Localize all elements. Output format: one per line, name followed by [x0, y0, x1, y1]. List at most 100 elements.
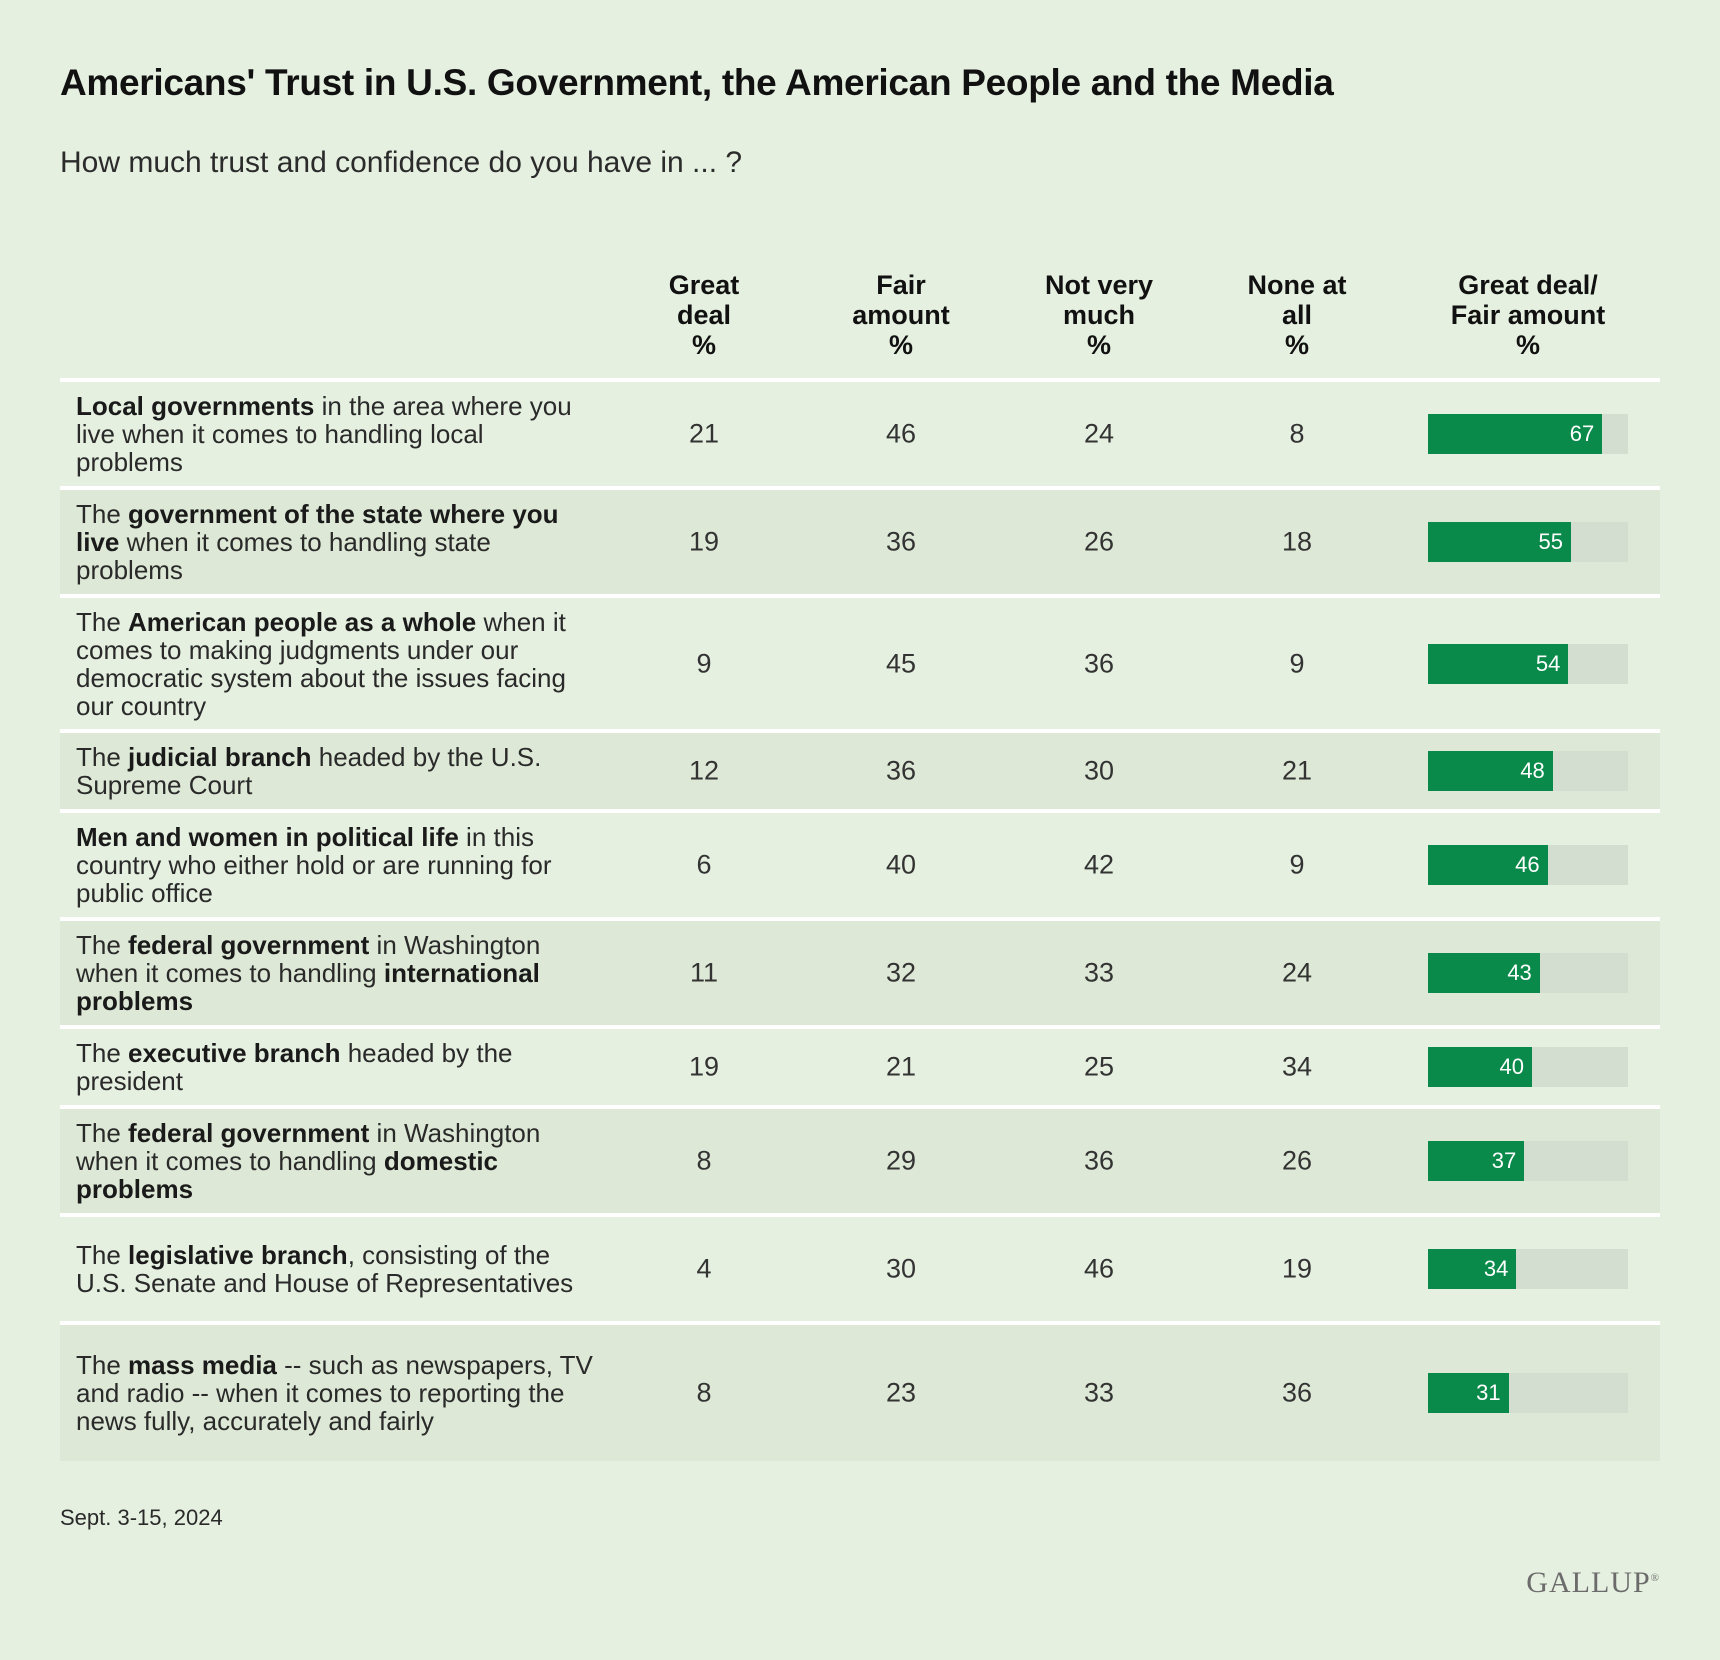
column-header-line: Fair amount — [1450, 300, 1606, 330]
survey-date: Sept. 3-15, 2024 — [60, 1505, 223, 1530]
column-header-line: Great — [668, 270, 740, 300]
bar-value-label: 37 — [1491, 1148, 1517, 1173]
cell-not-very-much: 26 — [1083, 526, 1115, 557]
column-header-line: Fair — [876, 270, 926, 300]
bar-track: 31 — [1428, 1373, 1628, 1413]
column-header-line: % — [1284, 330, 1309, 360]
cell-great-deal: 8 — [696, 1377, 712, 1408]
cell-none-at-all: 26 — [1281, 1145, 1313, 1176]
bar-fill: 37 — [1428, 1141, 1525, 1181]
column-header-great-deal: Great deal% — [614, 270, 794, 360]
row-label: The mass media -- such as newspapers, TV… — [76, 1351, 596, 1435]
bar-value-label: 34 — [1483, 1256, 1509, 1281]
row-label-bold: Local governments — [76, 391, 315, 421]
row-label-bold: executive branch — [128, 1038, 341, 1068]
cell-none-at-all: 19 — [1281, 1253, 1313, 1284]
row-label: Men and women in political life in this … — [76, 823, 596, 907]
cell-not-very-much: 33 — [1083, 957, 1115, 988]
row-label-text: when it comes to making judgments under … — [76, 606, 566, 721]
column-header-line: Great deal/ — [1458, 270, 1598, 300]
row-label-bold: American people as a whole — [128, 606, 477, 637]
bar-fill: 31 — [1428, 1373, 1509, 1413]
cell-none-at-all: 21 — [1281, 755, 1313, 786]
bar-fill: 55 — [1428, 522, 1571, 562]
row-label-bold: government of the state where you live — [76, 499, 559, 557]
column-header-line: amount — [852, 300, 950, 330]
table-body: Local governments in the area where you … — [60, 378, 1660, 1461]
cell-not-very-much: 36 — [1083, 1145, 1115, 1176]
row-label-bold: federal government — [128, 930, 370, 960]
row-label-bold: mass media — [128, 1350, 277, 1380]
column-header-combined: Great deal/Fair amount% — [1408, 270, 1648, 360]
cell-not-very-much: 24 — [1083, 418, 1115, 449]
row-label-text: The — [76, 1118, 129, 1148]
cell-great-deal: 8 — [696, 1145, 712, 1176]
column-header-line: all — [1281, 300, 1313, 330]
chart-title: Americans' Trust in U.S. Government, the… — [60, 62, 1334, 103]
row-label: The executive branch headed by the presi… — [76, 1039, 596, 1095]
bar-fill: 34 — [1428, 1249, 1517, 1289]
row-label-text: The — [76, 1350, 129, 1380]
cell-fair-amount: 32 — [885, 957, 917, 988]
bar-fill: 67 — [1428, 414, 1603, 454]
table-row: The mass media -- such as newspapers, TV… — [60, 1321, 1660, 1461]
cell-great-deal: 6 — [696, 849, 712, 880]
bar-track: 67 — [1428, 414, 1628, 454]
bar-track: 46 — [1428, 845, 1628, 885]
row-label-text: The — [76, 1240, 129, 1270]
table-row: The legislative branch, consisting of th… — [60, 1213, 1660, 1321]
cell-not-very-much: 36 — [1083, 648, 1115, 678]
column-header-not-very-much: Not very much% — [1009, 270, 1189, 360]
cell-great-deal: 12 — [688, 755, 720, 786]
row-label: The American people as a whole when it c… — [76, 608, 596, 720]
cell-great-deal: 19 — [688, 1051, 720, 1082]
row-label-text: , consisting of the U.S. Senate and Hous… — [76, 1240, 574, 1298]
bar-value-label: 67 — [1569, 421, 1595, 446]
table-row: Local governments in the area where you … — [60, 378, 1660, 486]
cell-fair-amount: 36 — [885, 755, 917, 786]
bar-value-label: 40 — [1499, 1054, 1524, 1079]
row-label-bold: judicial branch — [128, 742, 312, 772]
table-row: The government of the state where you li… — [60, 486, 1660, 594]
cell-none-at-all: 24 — [1281, 957, 1313, 988]
row-label-text: -- such as newspapers, TV and radio -- w… — [76, 1350, 593, 1436]
cell-great-deal: 11 — [689, 957, 719, 988]
table-row: The American people as a whole when it c… — [60, 594, 1660, 729]
bar-fill: 40 — [1428, 1047, 1532, 1087]
row-label: The judicial branch headed by the U.S. S… — [76, 743, 596, 799]
cell-not-very-much: 42 — [1083, 849, 1115, 880]
cell-fair-amount: 29 — [885, 1145, 917, 1176]
row-label: The legislative branch, consisting of th… — [76, 1241, 596, 1297]
cell-great-deal: 21 — [688, 418, 720, 449]
row-label-text: when it comes to handling state problems — [76, 527, 491, 585]
cell-none-at-all: 8 — [1289, 418, 1305, 449]
bar-track: 55 — [1428, 522, 1628, 562]
chart-subtitle: How much trust and confidence do you hav… — [60, 146, 743, 179]
column-header-line: Not very — [1044, 270, 1154, 300]
column-header-line: % — [1515, 330, 1540, 360]
cell-none-at-all: 36 — [1281, 1377, 1313, 1408]
column-header-line: % — [1086, 330, 1111, 360]
row-label-text: headed by the U.S. Supreme Court — [76, 742, 542, 800]
column-header-none-at-all: None at all% — [1207, 270, 1387, 360]
cell-fair-amount: 46 — [885, 418, 917, 449]
cell-fair-amount: 40 — [885, 849, 917, 880]
bar-track: 43 — [1428, 953, 1628, 993]
cell-none-at-all: 9 — [1289, 648, 1305, 678]
row-label-bold: Men and women in political life — [76, 822, 459, 852]
row-label-text: The — [76, 930, 129, 960]
row-label-text: The — [76, 742, 129, 772]
table-row: The federal government in Washington whe… — [60, 917, 1660, 1025]
bar-fill: 46 — [1428, 845, 1548, 885]
cell-great-deal: 4 — [696, 1253, 712, 1284]
cell-fair-amount: 30 — [885, 1253, 917, 1284]
bar-value-label: 54 — [1535, 650, 1561, 676]
row-label-text: headed by the president — [76, 1038, 513, 1096]
cell-not-very-much: 30 — [1083, 755, 1115, 786]
row-label-text: in Washington when it comes to handling — [76, 930, 541, 988]
cell-fair-amount: 21 — [885, 1051, 917, 1082]
bar-value-label: 31 — [1476, 1380, 1501, 1405]
row-label: The federal government in Washington whe… — [76, 931, 596, 1015]
cell-not-very-much: 33 — [1083, 1377, 1115, 1408]
gallup-logo: GALLUP® — [1526, 1566, 1660, 1600]
